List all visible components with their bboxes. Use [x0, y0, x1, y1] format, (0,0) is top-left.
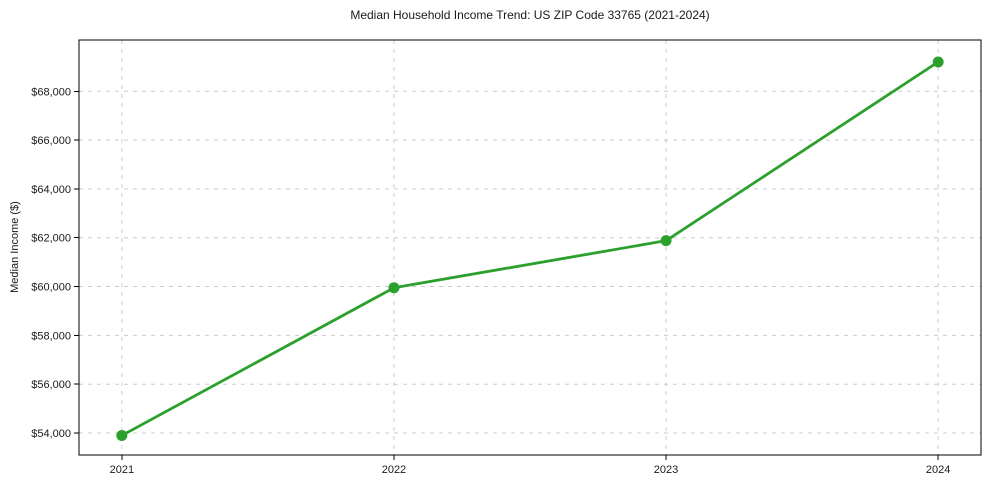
y-tick-label: $54,000 [31, 428, 71, 440]
y-tick-label: $64,000 [31, 184, 71, 196]
data-point-2023 [660, 235, 672, 247]
y-tick-label: $66,000 [31, 135, 71, 147]
data-point-2022 [388, 282, 400, 294]
plot-border [78, 39, 982, 456]
data-point-2021 [116, 429, 128, 441]
y-tick-label: $58,000 [31, 330, 71, 342]
y-tick-label: $60,000 [31, 282, 71, 294]
data-point-2024 [932, 56, 944, 68]
chart-title: Median Household Income Trend: US ZIP Co… [350, 8, 710, 22]
y-tick-label: $56,000 [31, 379, 71, 391]
trend-line [120, 60, 940, 437]
x-tick-label: 2021 [110, 464, 134, 476]
y-tick-label: $62,000 [31, 233, 71, 245]
x-tick-label: 2023 [654, 464, 678, 476]
y-tick-label: $68,000 [31, 86, 71, 98]
x-tick-label: 2024 [926, 464, 950, 476]
x-tick-label: 2022 [382, 464, 406, 476]
